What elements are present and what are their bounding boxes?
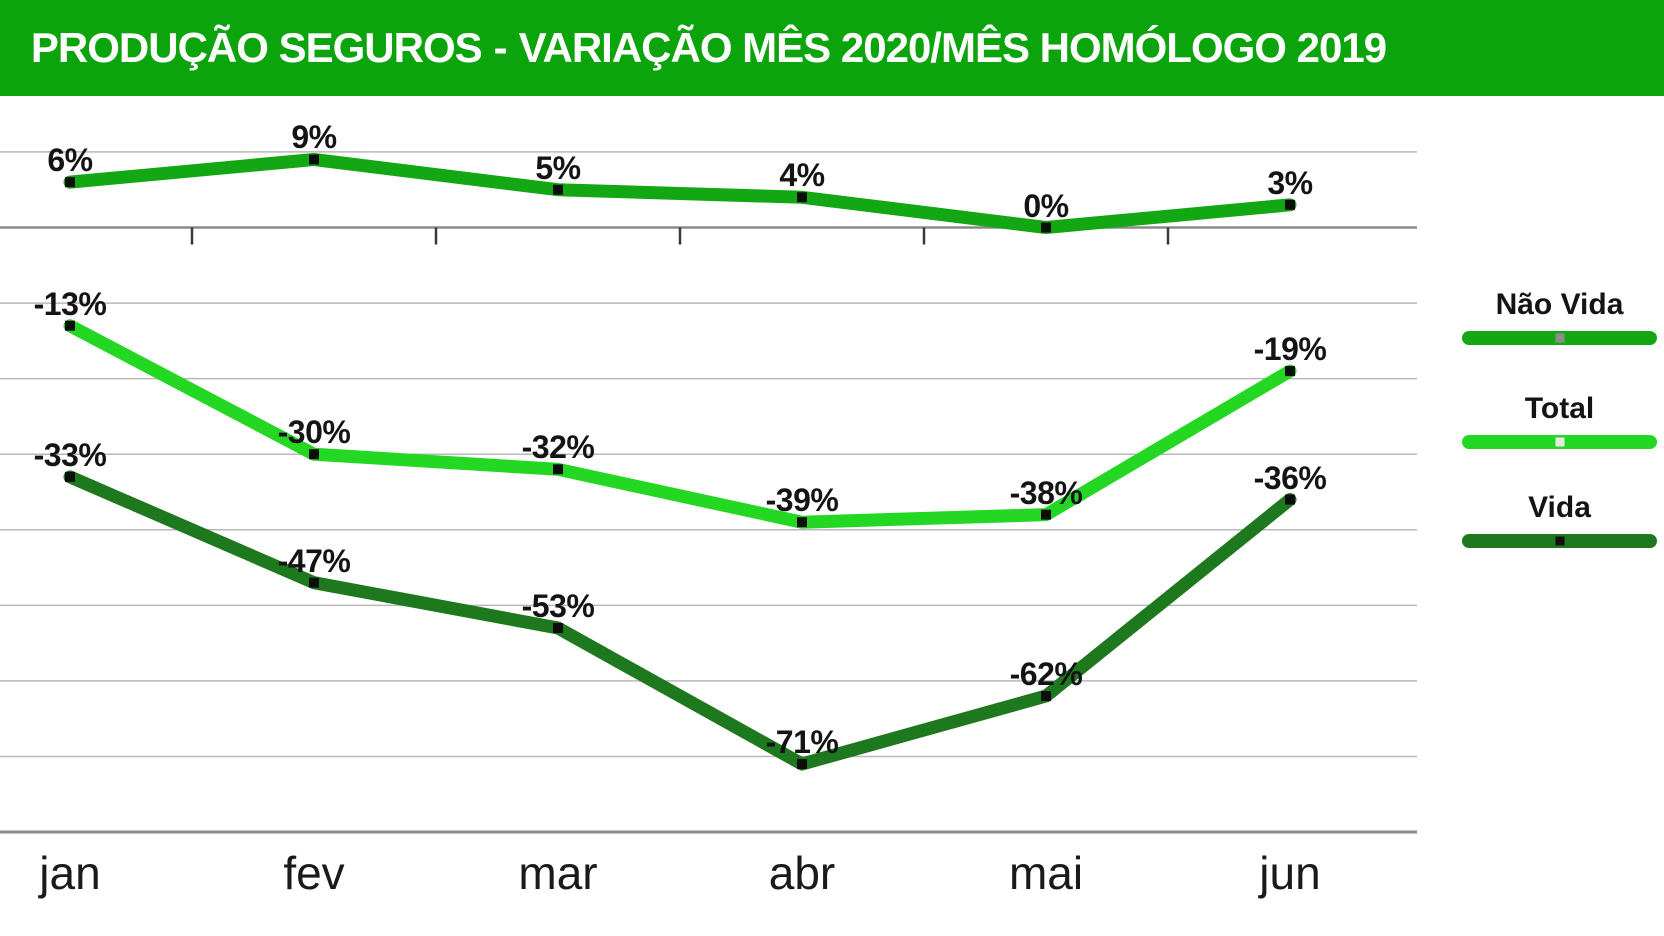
page-title-primary: PRODUÇÃO SEGUROS bbox=[30, 24, 483, 71]
page-title-separator: - bbox=[493, 24, 508, 71]
data-point-marker bbox=[65, 320, 75, 331]
data-point-marker bbox=[1041, 691, 1051, 702]
legend-swatch-nao-vida bbox=[1462, 331, 1657, 345]
legend-marker-icon bbox=[1555, 437, 1564, 447]
data-point-marker bbox=[1285, 494, 1295, 505]
data-point-marker bbox=[1285, 366, 1295, 377]
data-point-marker bbox=[553, 464, 563, 475]
page-title: PRODUÇÃO SEGUROS - VARIAÇÃO MÊS 2020/MÊS H… bbox=[30, 24, 1387, 72]
series-line-2 bbox=[63, 470, 1297, 771]
legend-label: Total bbox=[1524, 392, 1595, 425]
legend-entry-total[interactable]: Total bbox=[1462, 392, 1657, 449]
data-point-marker bbox=[309, 154, 319, 165]
legend-swatch-total bbox=[1462, 435, 1657, 449]
chart-header-banner: PRODUÇÃO SEGUROS - VARIAÇÃO MÊS 2020/MÊS H… bbox=[0, 0, 1664, 96]
data-point-marker bbox=[1285, 199, 1295, 210]
chart-title-wrapper: PRODUÇÃO SEGUROS - VARIAÇÃO MÊS 2020/MÊS H… bbox=[0, 0, 1417, 96]
legend-marker-icon bbox=[1555, 333, 1564, 343]
legend-label: Vida bbox=[1528, 491, 1591, 524]
legend-marker-icon bbox=[1555, 536, 1564, 546]
legend-swatch-vida bbox=[1462, 534, 1657, 548]
legend-entry-vida[interactable]: Vida bbox=[1462, 491, 1657, 548]
data-point-marker bbox=[65, 177, 75, 188]
legend-label: Não Vida bbox=[1495, 288, 1624, 321]
data-point-marker bbox=[553, 184, 563, 195]
data-point-marker bbox=[797, 517, 807, 528]
data-point-marker bbox=[1041, 222, 1051, 233]
page-title-secondary: VARIAÇÃO MÊS 2020/MÊS HOMÓLOGO 2019 bbox=[518, 24, 1387, 71]
series-line-1 bbox=[63, 319, 1297, 529]
legend-entry-nao-vida[interactable]: Não Vida bbox=[1462, 288, 1657, 345]
legend: Não Vida Total Vida bbox=[1462, 0, 1657, 936]
data-point-marker bbox=[1041, 509, 1051, 520]
data-point-marker bbox=[309, 449, 319, 460]
data-point-marker bbox=[797, 759, 807, 770]
data-point-marker bbox=[309, 577, 319, 588]
data-point-marker bbox=[797, 192, 807, 203]
data-point-marker bbox=[65, 471, 75, 482]
series-line-0 bbox=[63, 152, 1297, 234]
data-point-marker bbox=[553, 623, 563, 634]
